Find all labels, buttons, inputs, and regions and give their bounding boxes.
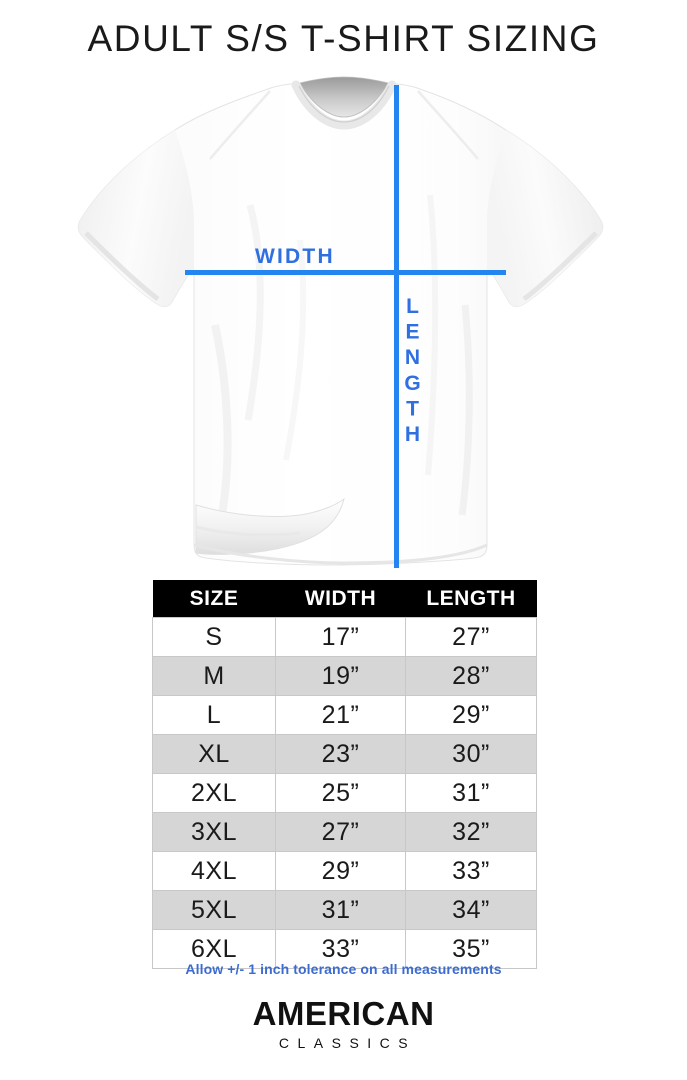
tolerance-note: Allow +/- 1 inch tolerance on all measur…	[185, 961, 502, 977]
cell-length: 34”	[405, 890, 537, 930]
brand-name: AMERICAN	[252, 995, 435, 1032]
cell-size: 5XL	[152, 890, 276, 930]
fabric-fold-1	[244, 204, 264, 421]
brand-tagline: CLASSICS	[278, 1034, 417, 1051]
cell-size: 4XL	[152, 851, 276, 891]
table-row: 4XL 29” 33”	[152, 851, 537, 891]
cell-width: 27”	[275, 812, 406, 852]
cell-length: 31”	[405, 773, 537, 813]
tshirt-illustration: WIDTH LENGTH	[0, 75, 687, 575]
cell-length: 27”	[405, 617, 537, 657]
cell-width: 17”	[275, 617, 406, 657]
cell-width: 33”	[275, 929, 406, 969]
cell-size: L	[152, 695, 276, 735]
size-table: SIZE WIDTH LENGTH S 17” 27” M 19” 28” L …	[152, 580, 537, 969]
cell-length: 29”	[405, 695, 537, 735]
table-row: 5XL 31” 34”	[152, 890, 537, 930]
sleeve-hem-right	[522, 231, 598, 302]
cell-size: S	[152, 617, 276, 657]
cell-length: 28”	[405, 656, 537, 696]
column-header-length: LENGTH	[405, 580, 537, 618]
cell-length: 32”	[405, 812, 537, 852]
sleeve-hem-left	[84, 231, 160, 302]
table-row: L 21” 29”	[152, 695, 537, 735]
shirt-collar-outline	[298, 85, 390, 123]
column-header-width: WIDTH	[275, 580, 406, 618]
size-chart: SIZE WIDTH LENGTH S 17” 27” M 19” 28” L …	[152, 580, 537, 969]
table-row: 6XL 33” 35”	[152, 929, 537, 969]
cell-size: M	[152, 656, 276, 696]
tshirt-graphic	[77, 76, 604, 566]
cell-width: 21”	[275, 695, 406, 735]
table-row: S 17” 27”	[152, 617, 537, 657]
table-row: 3XL 27” 32”	[152, 812, 537, 852]
cell-size: 3XL	[152, 812, 276, 852]
cell-length: 35”	[405, 929, 537, 969]
fabric-fold-4	[211, 324, 232, 516]
brand-logo: AMERICAN CLASSICS	[0, 995, 687, 1051]
table-row: 2XL 25” 31”	[152, 773, 537, 813]
cell-width: 31”	[275, 890, 406, 930]
table-header: SIZE WIDTH LENGTH	[152, 580, 537, 618]
cell-width: 25”	[275, 773, 406, 813]
cell-length: 30”	[405, 734, 537, 774]
shirt-hem-bottom	[193, 543, 488, 565]
cell-size: XL	[152, 734, 276, 774]
table-header-row: SIZE WIDTH LENGTH	[152, 580, 537, 618]
page-title: ADULT S/S T-SHIRT SIZING	[87, 18, 600, 59]
cell-size: 6XL	[152, 929, 276, 969]
fabric-fold-5	[458, 304, 473, 516]
fabric-fold-3	[425, 194, 439, 476]
shirt-hem-flap	[195, 497, 345, 555]
shoulder-seam-left	[209, 90, 271, 160]
cell-size: 2XL	[152, 773, 276, 813]
column-header-size: SIZE	[152, 580, 276, 618]
table-row: M 19” 28”	[152, 656, 537, 696]
cell-width: 29”	[275, 851, 406, 891]
cell-width: 23”	[275, 734, 406, 774]
cell-length: 33”	[405, 851, 537, 891]
shirt-sleeve-right	[487, 130, 603, 307]
shirt-sleeve-left	[78, 130, 194, 307]
cell-width: 19”	[275, 656, 406, 696]
table-row: XL 23” 30”	[152, 734, 537, 774]
fabric-fold-2	[283, 239, 307, 461]
shirt-collar-band	[291, 80, 397, 130]
shoulder-seam-right	[417, 90, 479, 160]
shirt-hem-seam	[195, 525, 301, 537]
table-body: S 17” 27” M 19” 28” L 21” 29” XL 23” 30”…	[152, 617, 537, 969]
